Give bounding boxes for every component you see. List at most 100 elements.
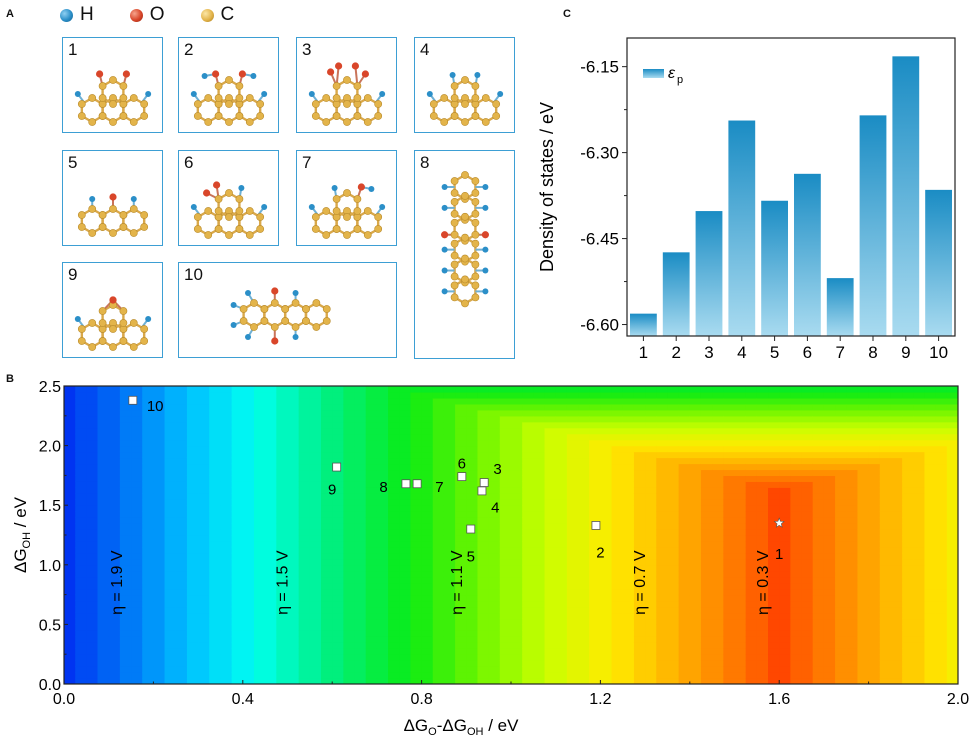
- contour-cell: [890, 451, 903, 459]
- contour-cell: [477, 624, 490, 631]
- contour-cell: [622, 570, 635, 578]
- contour-cell: [186, 457, 199, 465]
- contour-cell: [455, 433, 467, 441]
- contour-cell: [242, 493, 255, 500]
- contour-cell: [913, 493, 926, 500]
- contour-cell: [343, 403, 356, 411]
- contour-cell: [265, 445, 277, 453]
- contour-cell: [700, 463, 713, 471]
- contour-cell: [186, 481, 199, 488]
- contour-cell: [443, 612, 456, 620]
- contour-cell: [242, 558, 255, 566]
- contour-cell: [902, 576, 914, 584]
- contour-cell: [935, 499, 948, 506]
- contour-cell: [432, 487, 445, 494]
- contour-cell: [298, 529, 311, 536]
- contour-cell: [544, 475, 557, 482]
- contour-cell: [756, 391, 769, 399]
- contour-cell: [600, 409, 613, 417]
- contour-cell: [209, 588, 222, 596]
- contour-cell: [242, 606, 255, 614]
- contour-cell: [488, 672, 501, 679]
- contour-cell: [298, 523, 311, 530]
- contour-cell: [890, 654, 903, 661]
- contour-cell: [712, 421, 724, 429]
- contour-cell: [511, 576, 523, 584]
- contour-cell: [443, 487, 456, 494]
- contour-cell: [153, 648, 166, 655]
- contour-cell: [868, 493, 881, 500]
- contour-cell: [421, 421, 434, 429]
- contour-cell: [611, 666, 624, 673]
- contour-cell: [64, 582, 76, 590]
- carbon-atom: [471, 82, 480, 90]
- contour-cell: [902, 654, 914, 661]
- contour-cell: [399, 630, 412, 637]
- contour-cell: [734, 391, 747, 399]
- contour-cell: [857, 588, 870, 596]
- contour-cell: [455, 511, 467, 518]
- contour-cell: [734, 552, 747, 560]
- contour-cell: [365, 594, 378, 602]
- contour-cell: [97, 481, 110, 488]
- contour-cell: [633, 517, 646, 524]
- contour-cell: [455, 457, 467, 465]
- contour-cell: [622, 391, 635, 399]
- contour-cell: [499, 445, 512, 453]
- contour-cell: [946, 672, 958, 679]
- contour-cell: [656, 487, 669, 494]
- contour-cell: [924, 546, 937, 554]
- contour-cell: [97, 523, 110, 530]
- contour-cell: [890, 499, 903, 506]
- contour-cell: [868, 439, 881, 447]
- contour-cell: [689, 588, 702, 596]
- contour-cell: [142, 678, 154, 684]
- contour-cell: [745, 493, 758, 500]
- carbon-atom: [193, 112, 202, 120]
- contour-cell: [779, 409, 791, 417]
- contour-cell: [142, 564, 154, 572]
- contour-cell: [175, 439, 188, 447]
- contour-cell: [142, 600, 154, 608]
- contour-cell: [823, 499, 836, 506]
- contour-cell: [846, 397, 859, 405]
- contour-cell: [801, 648, 814, 655]
- contour-cell: [946, 475, 958, 482]
- carbon-atom: [129, 205, 138, 213]
- contour-cell: [533, 540, 546, 548]
- contour-cell: [421, 415, 434, 423]
- contour-cell: [611, 481, 624, 488]
- contour-cell: [667, 552, 680, 560]
- contour-cell: [499, 427, 512, 435]
- contour-cell: [376, 582, 389, 590]
- contour-cell: [667, 511, 680, 518]
- contour-cell: [343, 642, 356, 649]
- contour-cell: [522, 409, 534, 417]
- contour-cell: [186, 642, 199, 649]
- contour-cell: [902, 499, 914, 506]
- contour-cell: [801, 672, 814, 679]
- contour-cell: [689, 403, 702, 411]
- contour-cell: [768, 415, 780, 423]
- contour-cell: [466, 499, 479, 506]
- contour-cell: [667, 493, 680, 500]
- contour-cell: [488, 469, 501, 476]
- contour-cell: [734, 564, 747, 572]
- contour-cell: [198, 535, 210, 542]
- contour-cell: [231, 588, 244, 596]
- contour-cell: [466, 505, 479, 512]
- contour-cell: [611, 529, 624, 536]
- contour-cell: [86, 403, 99, 411]
- contour-cell: [779, 600, 791, 608]
- contour-cell: [946, 582, 958, 590]
- contour-cell: [86, 672, 99, 679]
- contour-cell: [488, 493, 501, 500]
- contour-cell: [477, 630, 490, 637]
- contour-cell: [343, 600, 356, 608]
- oxygen-atom: [271, 337, 279, 345]
- contour-cell: [186, 409, 199, 417]
- contour-cell: [265, 600, 277, 608]
- carbon-atom: [235, 225, 244, 233]
- contour-cell: [756, 636, 769, 643]
- contour-cell: [790, 505, 803, 512]
